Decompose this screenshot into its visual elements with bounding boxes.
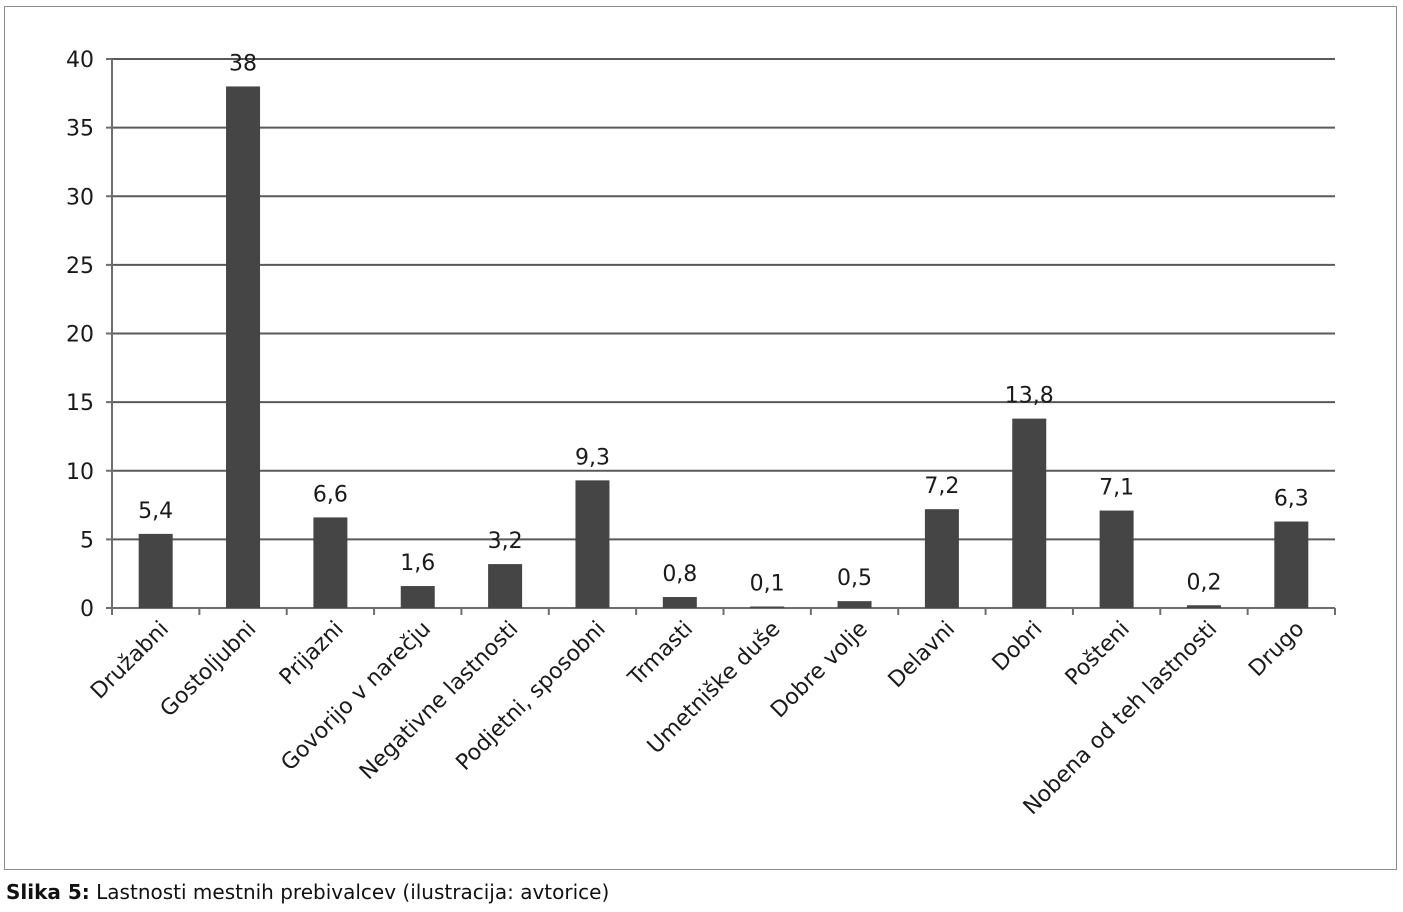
labels: 5,4Družabni38Gostoljubni6,6Prijazni1,6Go…	[86, 51, 1309, 820]
bar	[1274, 521, 1309, 608]
bar	[226, 86, 261, 608]
bar	[750, 606, 785, 608]
x-category-label: Družabni	[86, 617, 174, 705]
x-category-label: Pošteni	[1061, 617, 1135, 691]
y-tick-label: 15	[66, 391, 94, 416]
bar	[662, 597, 697, 608]
gridlines	[112, 58, 1335, 541]
bar	[1099, 510, 1134, 608]
data-label: 7,1	[1099, 476, 1134, 501]
bars	[138, 86, 1309, 608]
caption-label: Slika 5:	[6, 880, 90, 904]
bar	[488, 564, 523, 608]
x-category-label: Podjetni, sposobni	[452, 617, 611, 776]
x-category-label: Delavni	[884, 617, 960, 693]
x-category-label: Drugo	[1244, 617, 1309, 682]
y-tick-label: 35	[66, 117, 94, 142]
bar	[138, 533, 173, 608]
data-label: 38	[229, 51, 257, 76]
data-label: 6,3	[1274, 487, 1309, 512]
y-tick-label: 20	[66, 323, 94, 348]
data-label: 0,1	[750, 572, 785, 597]
y-tick-label: 40	[66, 48, 94, 73]
data-label: 3,2	[488, 529, 523, 554]
x-category-label: Prijazni	[275, 617, 349, 691]
y-tick-label: 5	[80, 528, 94, 553]
bar	[924, 509, 959, 608]
x-category-label: Negativne lastnosti	[355, 617, 523, 785]
data-label: 9,3	[575, 445, 610, 470]
y-tick-label: 10	[66, 460, 94, 485]
bar	[400, 586, 435, 608]
data-label: 0,8	[662, 562, 697, 587]
caption-text: Lastnosti mestnih prebivalcev (ilustraci…	[89, 880, 610, 904]
y-tick-label: 0	[80, 597, 94, 622]
data-label: 7,2	[924, 474, 959, 499]
data-label: 6,6	[313, 482, 348, 507]
data-label: 0,5	[837, 566, 872, 591]
x-category-label: Govorijo v narečju	[277, 617, 436, 776]
x-category-label: Dobri	[988, 617, 1048, 677]
data-label: 0,2	[1186, 570, 1221, 595]
y-tick-label: 25	[66, 254, 94, 279]
data-label: 1,6	[400, 551, 435, 576]
data-label: 5,4	[138, 499, 173, 524]
figure-caption: Slika 5: Lastnosti mestnih prebivalcev (…	[6, 880, 609, 904]
bar	[1186, 605, 1221, 608]
bar	[1012, 418, 1047, 608]
x-category-label: Trmasti	[623, 617, 698, 692]
bar	[837, 601, 872, 608]
data-label: 13,8	[1005, 384, 1054, 409]
chart-frame: 0 5 10 15 20 25 30 35 40 5,4 Družabni 38 Gostoljubn…	[4, 6, 1397, 870]
bar	[313, 517, 348, 608]
bar	[575, 480, 610, 608]
y-tick-label: 30	[66, 185, 94, 210]
